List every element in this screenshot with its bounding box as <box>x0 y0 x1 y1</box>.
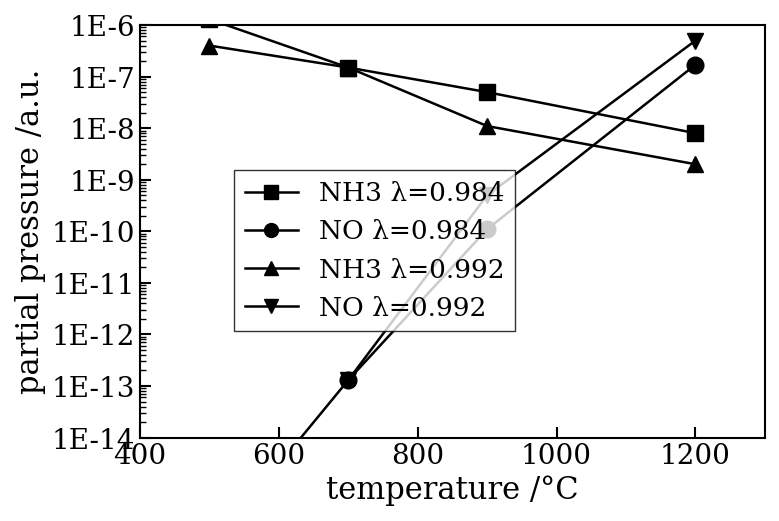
NH3 λ=0.992 <box>344 65 353 71</box>
Y-axis label: partial pressure /a.u.: partial pressure /a.u. <box>15 69 46 394</box>
NH3 λ=0.984 <box>204 17 213 23</box>
NO λ=0.992 <box>482 192 492 199</box>
NH3 λ=0.984 <box>690 130 700 137</box>
NO λ=0.992 <box>690 38 700 44</box>
Line: NH3 λ=0.984: NH3 λ=0.984 <box>201 11 703 142</box>
Line: NH3 λ=0.992: NH3 λ=0.992 <box>201 38 703 173</box>
NO λ=0.984 <box>482 226 492 232</box>
NO λ=0.984 <box>344 377 353 383</box>
NO λ=0.992 <box>344 377 353 383</box>
NO λ=0.992 <box>273 462 283 468</box>
Line: NO λ=0.992: NO λ=0.992 <box>270 33 703 473</box>
X-axis label: temperature /°C: temperature /°C <box>326 475 578 506</box>
NH3 λ=0.984 <box>482 90 492 96</box>
NO λ=0.984 <box>690 62 700 68</box>
NH3 λ=0.992 <box>690 162 700 168</box>
NH3 λ=0.984 <box>344 65 353 71</box>
NH3 λ=0.992 <box>482 123 492 130</box>
Legend: NH3 λ=0.984, NO λ=0.984, NH3 λ=0.992, NO λ=0.992: NH3 λ=0.984, NO λ=0.984, NH3 λ=0.992, NO… <box>234 170 514 331</box>
Line: NO λ=0.984: NO λ=0.984 <box>340 57 703 389</box>
NH3 λ=0.992 <box>204 43 213 49</box>
